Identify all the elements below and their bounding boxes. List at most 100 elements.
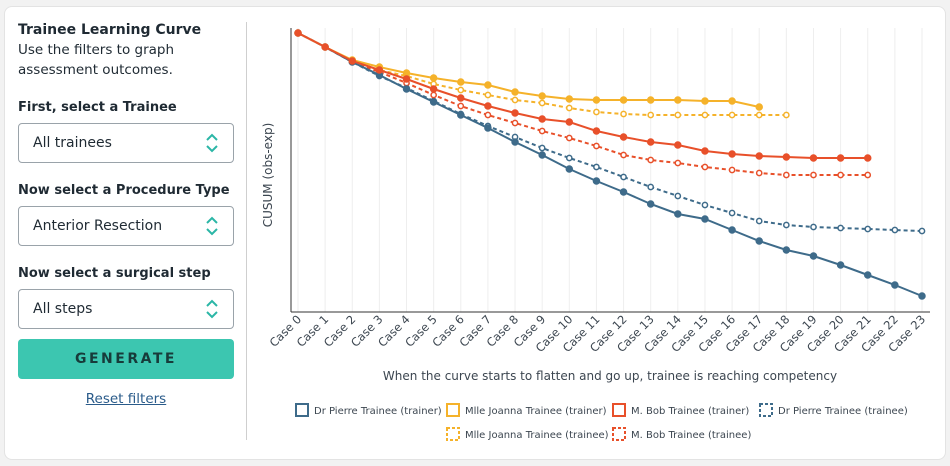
- filter-select[interactable]: All steps: [18, 289, 234, 329]
- data-point: [565, 165, 574, 173]
- data-point: [592, 177, 601, 185]
- series-line: [297, 32, 923, 297]
- legend-swatch: [612, 427, 626, 441]
- sidebar-title: Trainee Learning Curve: [18, 22, 202, 38]
- data-point: [755, 111, 763, 119]
- legend-label: Dr Pierre Trainee (trainee): [778, 406, 908, 417]
- data-point: [429, 85, 438, 93]
- data-point: [836, 154, 845, 162]
- filter-select[interactable]: All trainees: [18, 123, 234, 163]
- data-point: [647, 111, 655, 119]
- data-point: [565, 154, 573, 162]
- data-point: [430, 91, 438, 99]
- data-point: [538, 92, 546, 100]
- select-icon: [206, 299, 218, 319]
- data-point: [701, 97, 709, 105]
- data-point: [891, 281, 899, 289]
- legend-swatch: [446, 427, 460, 441]
- data-point: [511, 88, 519, 96]
- data-point: [646, 96, 655, 104]
- data-point: [728, 166, 736, 174]
- data-point: [701, 201, 709, 209]
- data-point: [864, 171, 872, 179]
- data-point: [619, 188, 628, 196]
- data-point: [646, 138, 655, 146]
- sidebar: Trainee Learning Curve Use the filters t…: [18, 22, 234, 407]
- data-point: [918, 292, 926, 300]
- data-point: [538, 151, 546, 159]
- data-point: [701, 215, 709, 223]
- y-axis-title: CUSUM (obs-exp): [261, 123, 275, 228]
- filter-select[interactable]: Anterior Resection: [18, 206, 234, 246]
- card: [4, 6, 946, 460]
- data-point: [728, 209, 736, 217]
- data-point: [348, 57, 357, 65]
- data-point: [809, 154, 818, 162]
- data-point: [701, 163, 709, 171]
- legend-label: M. Bob Trainee (trainer): [631, 406, 749, 417]
- filter-label: First, select a Trainee: [18, 100, 177, 115]
- filter-label: Now select a Procedure Type: [18, 183, 230, 198]
- data-point: [810, 223, 817, 231]
- data-point: [511, 109, 519, 117]
- data-point: [646, 200, 655, 208]
- data-point: [782, 111, 790, 119]
- data-point: [782, 221, 790, 229]
- generate-button[interactable]: GENERATE: [18, 339, 234, 379]
- data-point: [592, 127, 601, 135]
- data-point: [457, 86, 465, 94]
- data-point: [755, 237, 763, 245]
- data-point: [484, 81, 492, 89]
- data-point: [593, 142, 600, 150]
- data-point: [837, 171, 844, 179]
- data-point: [538, 115, 546, 123]
- data-point: [565, 104, 573, 112]
- select-value: All trainees: [33, 135, 112, 151]
- data-point: [701, 147, 709, 155]
- data-point: [620, 173, 627, 181]
- data-point: [728, 226, 736, 234]
- data-point: [294, 29, 302, 37]
- series-line: [297, 32, 868, 176]
- data-point: [809, 252, 818, 260]
- data-point: [321, 43, 329, 51]
- data-point: [863, 271, 872, 279]
- data-point: [620, 110, 627, 118]
- data-point: [891, 226, 899, 234]
- data-point: [918, 227, 926, 235]
- data-point: [782, 246, 791, 254]
- data-point: [457, 94, 465, 102]
- data-point: [810, 171, 817, 179]
- data-point: [402, 69, 411, 77]
- data-point: [782, 153, 791, 161]
- data-point: [375, 66, 384, 74]
- select-value: All steps: [33, 301, 93, 317]
- data-point: [538, 127, 546, 135]
- data-point: [457, 111, 465, 119]
- data-point: [674, 111, 682, 119]
- data-point: [674, 159, 682, 167]
- data-point: [511, 119, 519, 127]
- sidebar-subtitle: Use the filters to graph assessment outc…: [18, 42, 175, 78]
- data-point: [674, 192, 682, 200]
- data-point: [457, 78, 465, 86]
- legend-label: Dr Pierre Trainee (trainer): [314, 406, 442, 417]
- data-point: [593, 108, 600, 116]
- legend-swatch: [446, 403, 460, 417]
- select-icon: [206, 133, 218, 153]
- filters: First, select a Trainee All trainees Now s…: [18, 100, 234, 329]
- filter-label: Now select a surgical step: [18, 266, 211, 281]
- data-point: [619, 96, 628, 104]
- data-point: [402, 75, 411, 83]
- data-point: [755, 217, 763, 225]
- x-axis-title: When the curve starts to flatten and go …: [383, 369, 837, 383]
- data-point: [863, 154, 872, 162]
- data-point: [429, 74, 438, 82]
- reset-link[interactable]: Reset filters: [85, 391, 167, 407]
- data-point: [565, 134, 573, 142]
- data-point: [565, 95, 574, 103]
- legend-label: Mlle Joanna Trainee (trainee): [465, 430, 609, 441]
- series-line: [297, 32, 760, 108]
- series-line: [297, 32, 868, 159]
